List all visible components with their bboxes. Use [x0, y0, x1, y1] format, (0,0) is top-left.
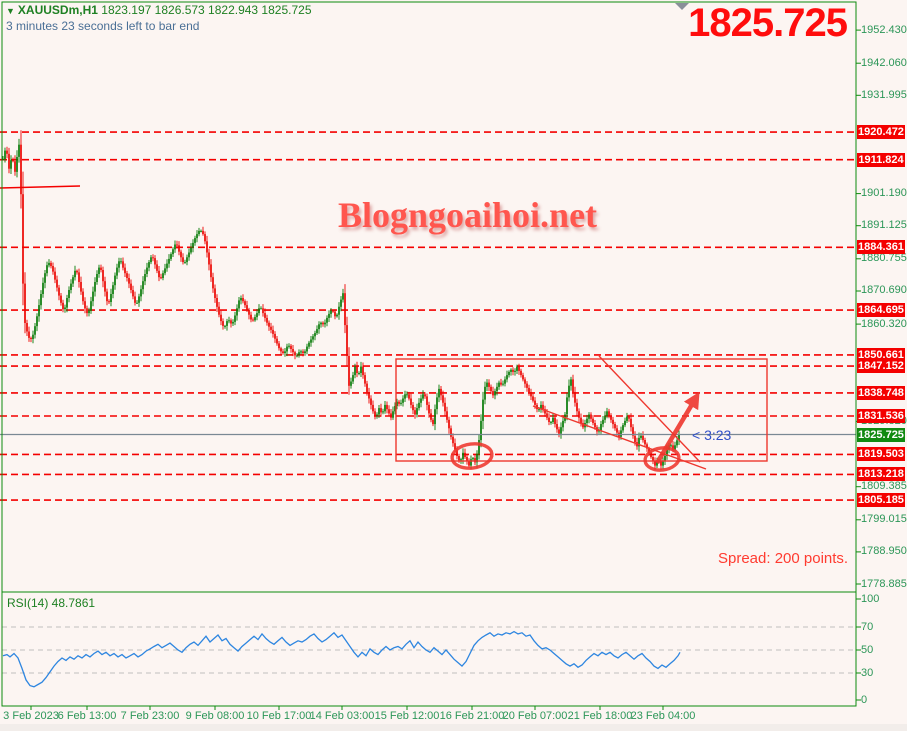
rsi-axis-label: 50 — [861, 643, 874, 656]
price-axis-label: 1860.320 — [861, 317, 907, 330]
price-axis-label: 1901.190 — [861, 187, 907, 200]
rsi-axis-label: 100 — [861, 592, 880, 605]
time-annotation-label: < 3:23 — [692, 427, 732, 443]
rsi-line — [2, 630, 681, 688]
time-axis-label: 9 Feb 08:00 — [185, 710, 245, 722]
scroll-marker-icon[interactable] — [675, 3, 689, 10]
rsi-indicator-label: RSI(14) 48.7861 — [7, 596, 96, 610]
annotation-trendline-1 — [598, 355, 701, 463]
symbol-name: XAUUSDm,H1 — [17, 3, 98, 17]
time-axis-label: 7 Feb 23:00 — [120, 710, 180, 722]
annotation-box — [395, 358, 768, 462]
time-axis-label: 14 Feb 03:00 — [309, 710, 375, 722]
annotation-circle-2 — [643, 446, 681, 472]
rsi-grid — [2, 626, 856, 674]
level-price-tag: 1805.185 — [857, 493, 905, 508]
level-price-tag: 1864.695 — [857, 303, 905, 318]
ohlc-values: 1823.197 1826.573 1822.943 1825.725 — [101, 3, 312, 17]
level-price-tag: 1819.503 — [857, 447, 905, 462]
price-axis-label: 1931.995 — [861, 88, 907, 101]
price-axis-label: 1942.060 — [861, 56, 907, 69]
time-axis-label: 23 Feb 04:00 — [630, 710, 696, 722]
rsi-axis-label: 30 — [861, 666, 874, 679]
spread-text: Spread: 200 points. — [718, 550, 849, 567]
big-price-readout: 1825.725 — [688, 1, 848, 45]
price-axis-label: 1952.430 — [861, 23, 907, 36]
level-price-tag: 1884.361 — [857, 240, 905, 255]
level-price-tag: 1813.218 — [857, 467, 905, 482]
price-axis-label: 1891.125 — [861, 219, 907, 232]
annotation-circle-1 — [450, 442, 494, 470]
window-bottom-strip — [0, 724, 907, 731]
bar-countdown-text: 3 minutes 23 seconds left to bar end — [6, 19, 200, 33]
candles-layer — [2, 130, 680, 470]
rsi-axis-label: 0 — [861, 693, 868, 706]
annotations-layer[interactable] — [395, 355, 768, 472]
support-resistance-lines[interactable] — [0, 131, 856, 501]
price-axis-label: 1880.755 — [861, 252, 907, 265]
price-axis-label: 1799.015 — [861, 513, 907, 526]
panel-borders — [1, 1, 861, 710]
time-axis-label: 21 Feb 18:00 — [567, 710, 633, 722]
level-price-tag: 1920.472 — [857, 125, 905, 140]
annotation-trendline-2 — [532, 405, 707, 470]
current-price-tag: 1825.725 — [857, 427, 905, 442]
time-axis-label: 16 Feb 21:00 — [439, 710, 505, 722]
watermark-text: Blogngoaihoi.net — [338, 195, 598, 235]
level-price-tag: 1911.824 — [857, 152, 905, 167]
symbol-title[interactable]: ▼ XAUUSDm,H1 1823.197 1826.573 1822.943 1… — [6, 3, 312, 17]
left-trendline[interactable] — [0, 185, 81, 189]
chevron-down-icon[interactable]: ▼ — [6, 6, 15, 16]
time-axis-label: 3 Feb 2023 — [3, 710, 59, 722]
level-price-tag: 1831.536 — [857, 408, 905, 423]
level-price-tag: 1850.661 — [857, 347, 905, 362]
price-axis-label: 1870.690 — [861, 284, 907, 297]
time-axis-label: 20 Feb 07:00 — [502, 710, 568, 722]
time-axis-label: 6 Feb 13:00 — [57, 710, 117, 722]
time-axis-label: 15 Feb 12:00 — [374, 710, 440, 722]
rsi-axis-label: 70 — [861, 620, 874, 633]
price-axis-label: 1788.950 — [861, 545, 907, 558]
level-price-tag: 1847.152 — [857, 359, 905, 374]
time-axis-label: 10 Feb 17:00 — [246, 710, 312, 722]
price-axis-label: 1809.385 — [861, 480, 907, 493]
annotation-arrow — [655, 391, 700, 465]
price-axis-label: 1778.885 — [861, 577, 907, 590]
level-price-tag: 1838.748 — [857, 385, 905, 400]
